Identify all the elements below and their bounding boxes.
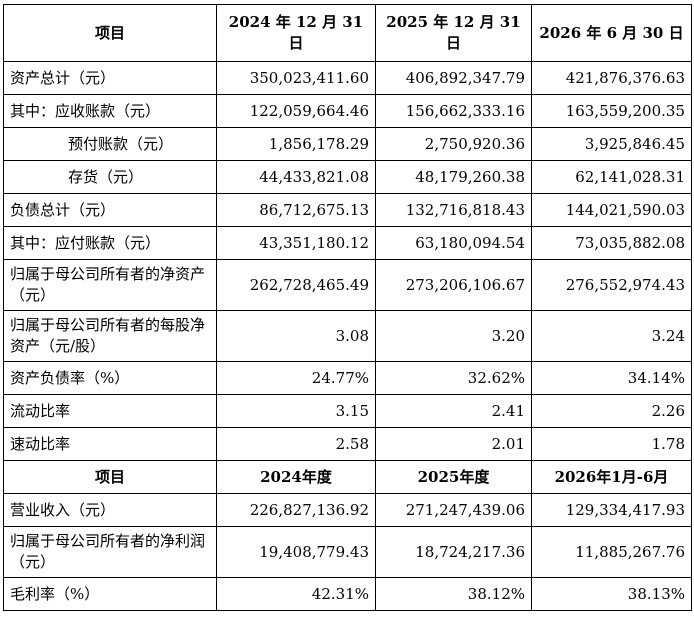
cell-value: 19,408,779.43 xyxy=(216,526,376,578)
header-2024-year: 2024年度 xyxy=(216,460,376,494)
row-label: 归属于母公司所有者的每股净资产（元/股） xyxy=(3,310,217,362)
cell-value: 1,856,178.29 xyxy=(216,127,376,161)
header-item: 项目 xyxy=(3,460,217,494)
row-label: 其中：应收账款（元） xyxy=(3,94,217,128)
table-row: 预付账款（元） 1,856,178.29 2,750,920.36 3,925,… xyxy=(3,127,692,161)
row-label: 预付账款（元） xyxy=(3,127,217,161)
cell-value: 2,750,920.36 xyxy=(375,127,532,161)
cell-value: 421,876,376.63 xyxy=(531,61,692,95)
cell-value: 144,021,590.03 xyxy=(531,193,692,227)
cell-value: 129,334,417.93 xyxy=(531,493,692,527)
cell-value: 32.62% xyxy=(375,361,532,395)
cell-value: 132,716,818.43 xyxy=(375,193,532,227)
header-2025-12-31: 2025 年 12 月 31 日 xyxy=(375,4,532,62)
cell-value: 406,892,347.79 xyxy=(375,61,532,95)
table-row: 其中：应收账款（元） 122,059,664.46 156,662,333.16… xyxy=(3,94,692,128)
header-2026-06-30: 2026 年 6 月 30 日 xyxy=(531,4,692,62)
table-row: 资产总计（元） 350,023,411.60 406,892,347.79 42… xyxy=(3,61,692,95)
table-row: 归属于母公司所有者的净利润（元） 19,408,779.43 18,724,21… xyxy=(3,526,692,578)
cell-value: 24.77% xyxy=(216,361,376,395)
cell-value: 42.31% xyxy=(216,577,376,611)
table-row: 营业收入（元） 226,827,136.92 271,247,439.06 12… xyxy=(3,493,692,527)
row-label: 资产总计（元） xyxy=(3,61,217,95)
row-label: 负债总计（元） xyxy=(3,193,217,227)
row-label: 流动比率 xyxy=(3,394,217,428)
cell-value: 3.15 xyxy=(216,394,376,428)
row-label: 毛利率（%） xyxy=(3,577,217,611)
cell-value: 73,035,882.08 xyxy=(531,226,692,260)
cell-value: 38.13% xyxy=(531,577,692,611)
cell-value: 18,724,217.36 xyxy=(375,526,532,578)
table-row: 其中：应付账款（元） 43,351,180.12 63,180,094.54 7… xyxy=(3,226,692,260)
row-label: 归属于母公司所有者的净资产（元） xyxy=(3,259,217,311)
table-row: 存货（元） 44,433,821.08 48,179,260.38 62,141… xyxy=(3,160,692,194)
cell-value: 43,351,180.12 xyxy=(216,226,376,260)
cell-value: 3.20 xyxy=(375,310,532,362)
cell-value: 2.26 xyxy=(531,394,692,428)
cell-value: 226,827,136.92 xyxy=(216,493,376,527)
table-row: 毛利率（%） 42.31% 38.12% 38.13% xyxy=(3,577,692,611)
cell-value: 86,712,675.13 xyxy=(216,193,376,227)
cell-value: 2.41 xyxy=(375,394,532,428)
cell-value: 2.58 xyxy=(216,427,376,461)
financial-data-table: 项目 2024 年 12 月 31 日 2025 年 12 月 31 日 202… xyxy=(3,4,692,611)
cell-value: 3.24 xyxy=(531,310,692,362)
header-row-balance: 项目 2024 年 12 月 31 日 2025 年 12 月 31 日 202… xyxy=(3,4,692,62)
cell-value: 34.14% xyxy=(531,361,692,395)
table-row: 归属于母公司所有者的每股净资产（元/股） 3.08 3.20 3.24 xyxy=(3,310,692,362)
row-label: 资产负债率（%） xyxy=(3,361,217,395)
cell-value: 38.12% xyxy=(375,577,532,611)
table-row: 流动比率 3.15 2.41 2.26 xyxy=(3,394,692,428)
cell-value: 11,885,267.76 xyxy=(531,526,692,578)
row-label: 存货（元） xyxy=(3,160,217,194)
cell-value: 271,247,439.06 xyxy=(375,493,532,527)
row-label: 归属于母公司所有者的净利润（元） xyxy=(3,526,217,578)
cell-value: 163,559,200.35 xyxy=(531,94,692,128)
cell-value: 63,180,094.54 xyxy=(375,226,532,260)
cell-value: 262,728,465.49 xyxy=(216,259,376,311)
row-label: 营业收入（元） xyxy=(3,493,217,527)
row-label: 其中：应付账款（元） xyxy=(3,226,217,260)
row-label: 速动比率 xyxy=(3,427,217,461)
cell-value: 156,662,333.16 xyxy=(375,94,532,128)
header-item: 项目 xyxy=(3,4,217,62)
cell-value: 2.01 xyxy=(375,427,532,461)
cell-value: 276,552,974.43 xyxy=(531,259,692,311)
header-2024-12-31: 2024 年 12 月 31 日 xyxy=(216,4,376,62)
header-row-income: 项目 2024年度 2025年度 2026年1月-6月 xyxy=(3,460,692,494)
cell-value: 62,141,028.31 xyxy=(531,160,692,194)
cell-value: 44,433,821.08 xyxy=(216,160,376,194)
header-2026-h1: 2026年1月-6月 xyxy=(531,460,692,494)
cell-value: 350,023,411.60 xyxy=(216,61,376,95)
table-row: 负债总计（元） 86,712,675.13 132,716,818.43 144… xyxy=(3,193,692,227)
cell-value: 48,179,260.38 xyxy=(375,160,532,194)
cell-value: 273,206,106.67 xyxy=(375,259,532,311)
table-row: 资产负债率（%） 24.77% 32.62% 34.14% xyxy=(3,361,692,395)
cell-value: 122,059,664.46 xyxy=(216,94,376,128)
cell-value: 3,925,846.45 xyxy=(531,127,692,161)
table-row: 归属于母公司所有者的净资产（元） 262,728,465.49 273,206,… xyxy=(3,259,692,311)
table-row: 速动比率 2.58 2.01 1.78 xyxy=(3,427,692,461)
header-2025-year: 2025年度 xyxy=(375,460,532,494)
cell-value: 1.78 xyxy=(531,427,692,461)
cell-value: 3.08 xyxy=(216,310,376,362)
